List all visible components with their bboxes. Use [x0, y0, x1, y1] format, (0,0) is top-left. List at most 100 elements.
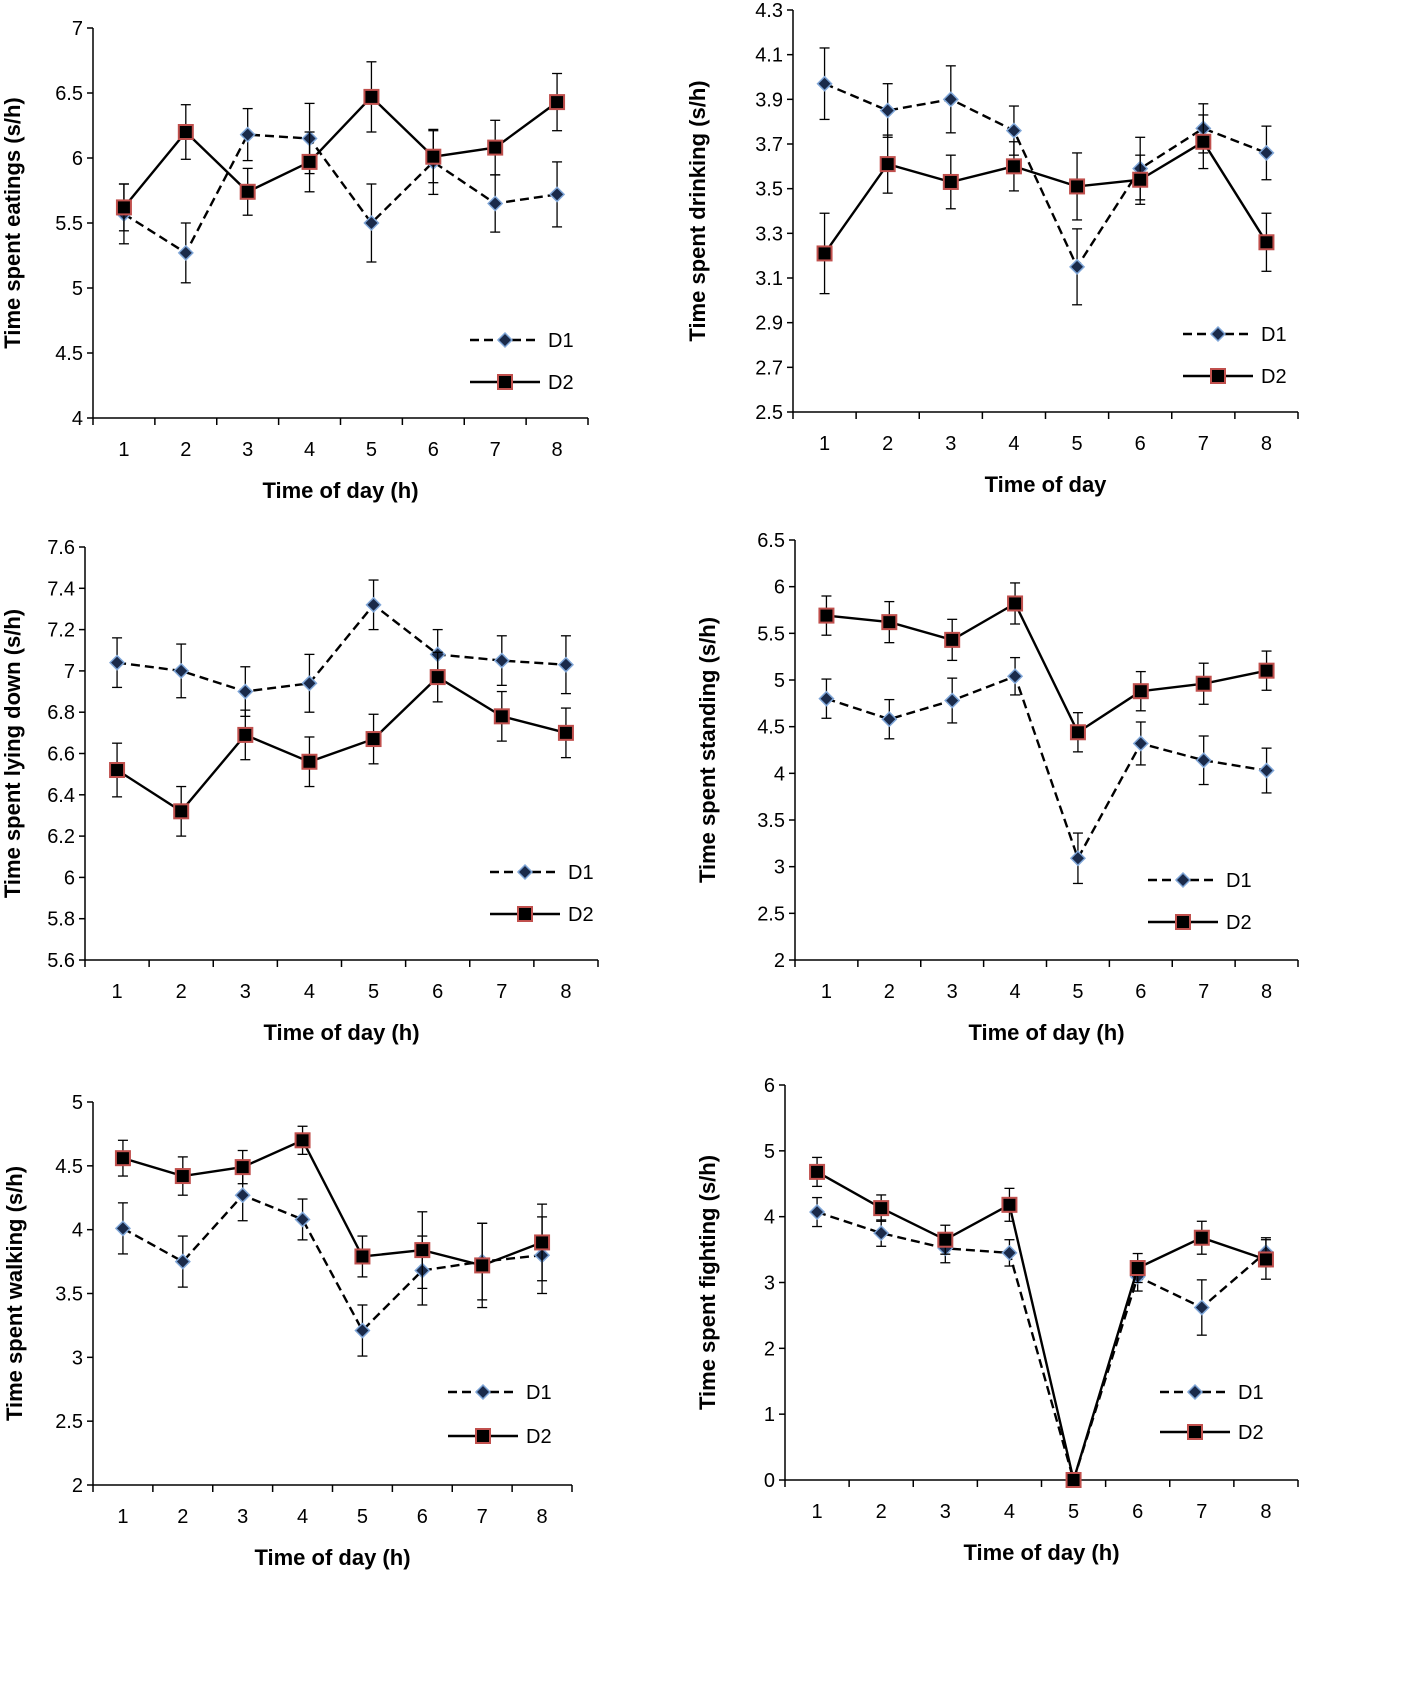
data-point-d1 [1007, 668, 1024, 685]
y-tick-label: 2 [774, 950, 785, 972]
legend-marker-d1 [1209, 325, 1227, 343]
y-tick-label: 0 [764, 1470, 775, 1492]
y-tick-label: 2 [72, 1475, 83, 1497]
data-point-d2 [174, 1168, 191, 1185]
data-point-d2 [114, 1150, 131, 1167]
y-tick-label: 6 [774, 577, 785, 599]
data-point-d1 [818, 690, 835, 707]
data-point-d2 [1258, 662, 1275, 679]
y-tick-label: 6.5 [757, 530, 785, 552]
data-point-d1 [1193, 1299, 1210, 1316]
y-tick-label: 5.5 [55, 213, 83, 235]
data-point-d2 [1258, 234, 1275, 251]
series-d2 [816, 114, 1275, 295]
y-tick-label: 3.3 [755, 223, 783, 245]
y-tick-label: 2.5 [757, 903, 785, 925]
y-tick-label: 3.5 [755, 179, 783, 201]
y-tick-label: 4 [72, 1220, 83, 1242]
y-tick-label: 4.5 [55, 1156, 83, 1178]
series-line [826, 601, 1267, 735]
data-point-d1 [944, 692, 961, 709]
x-tick-label: 8 [1260, 1501, 1271, 1523]
y-tick-label: 7.2 [47, 620, 75, 642]
x-tick-label: 6 [1132, 1501, 1143, 1523]
legend: D1 D2 [490, 862, 594, 926]
legend-marker-d2 [1187, 1424, 1203, 1440]
data-point-d2 [115, 199, 132, 216]
x-tick-label: 3 [940, 1501, 951, 1523]
y-tick-label: 4 [764, 1207, 775, 1229]
y-tick-label: 6.6 [47, 744, 75, 766]
y-tick-label: 3.9 [755, 89, 783, 111]
chart-panel-2: 2.5 2.7 2.9 3.1 3.3 3.5 3.7 3.9 4.1 4.3 1 2 3 4 5 6 7 8 Ti… [685, 0, 1299, 497]
series-d2 [809, 1156, 1274, 1488]
y-axis-title: Time spent standing (s/h) [695, 617, 720, 883]
x-tick-label: 6 [1135, 981, 1146, 1003]
x-tick-label: 7 [1198, 981, 1209, 1003]
x-tick-label: 3 [237, 1506, 248, 1528]
legend: D1 D2 [448, 1382, 552, 1448]
y-tick-label: 5 [774, 670, 785, 692]
data-point-d2 [365, 731, 382, 748]
x-tick-label: 1 [819, 433, 830, 455]
series-line [816, 1210, 1267, 1485]
y-tick-label: 5.5 [757, 623, 785, 645]
data-point-d2 [944, 631, 961, 648]
data-point-d1 [109, 654, 126, 671]
data-point-d2 [1195, 675, 1212, 692]
x-tick-label: 3 [240, 981, 251, 1003]
data-point-d2 [237, 726, 254, 743]
legend-label: D2 [526, 1426, 552, 1448]
data-point-d2 [1132, 683, 1149, 700]
data-point-d1 [809, 1203, 826, 1221]
data-point-d2 [557, 724, 574, 741]
series-line [826, 674, 1267, 862]
x-tick-label: 4 [1010, 981, 1021, 1003]
data-point-d2 [873, 1200, 890, 1217]
legend: D1 D2 [1160, 1382, 1264, 1444]
data-point-d1 [1195, 752, 1212, 769]
y-tick-label: 7 [64, 661, 75, 683]
data-point-d2 [234, 1159, 251, 1176]
data-point-d2 [942, 173, 959, 190]
x-axis-title: Time of day (h) [262, 478, 418, 503]
data-point-d2 [1195, 133, 1212, 150]
y-tick-label: 3.5 [55, 1284, 83, 1306]
x-tick-label: 1 [812, 1501, 823, 1523]
x-tick-label: 5 [366, 439, 377, 461]
y-tick-label: 5 [764, 1141, 775, 1163]
x-tick-label: 7 [1198, 433, 1209, 455]
series-d2 [114, 1125, 551, 1309]
data-point-d1 [493, 652, 510, 669]
legend-label: D2 [568, 904, 594, 926]
legend-marker-d1 [1174, 871, 1192, 889]
data-point-d1 [294, 1211, 311, 1228]
x-tick-label: 7 [496, 981, 507, 1003]
x-tick-label: 8 [1261, 433, 1272, 455]
y-tick-label: 7 [72, 18, 83, 40]
x-tick-label: 4 [304, 439, 315, 461]
legend-marker-d1 [516, 863, 534, 881]
data-point-d1 [173, 662, 190, 679]
data-point-d1 [557, 656, 574, 673]
data-point-d1 [942, 91, 959, 108]
series-line [116, 603, 566, 693]
chart-panel-6: 0 1 2 3 4 5 6 1 2 3 4 5 6 7 8 Time of day (h) Time spent… [695, 1075, 1299, 1565]
x-axis-title: Time of day (h) [263, 1020, 419, 1045]
data-point-d1 [177, 244, 194, 261]
data-point-d2 [809, 1163, 826, 1180]
x-tick-label: 2 [882, 433, 893, 455]
x-tick-label: 5 [1072, 981, 1083, 1003]
data-point-d1 [487, 195, 504, 212]
x-tick-label: 2 [876, 1501, 887, 1523]
data-point-d2 [354, 1248, 371, 1265]
data-point-d2 [177, 124, 194, 140]
y-tick-label: 5.6 [47, 950, 75, 972]
y-tick-label: 6.8 [47, 702, 75, 724]
data-point-d2 [301, 153, 318, 170]
legend-marker-d2 [517, 906, 533, 922]
y-axis-title: Time spent fighting (s/h) [695, 1155, 720, 1410]
y-tick-label: 5.8 [47, 909, 75, 931]
x-tick-label: 5 [357, 1506, 368, 1528]
y-axis-title: Time spent lying down (s/h) [0, 609, 25, 898]
